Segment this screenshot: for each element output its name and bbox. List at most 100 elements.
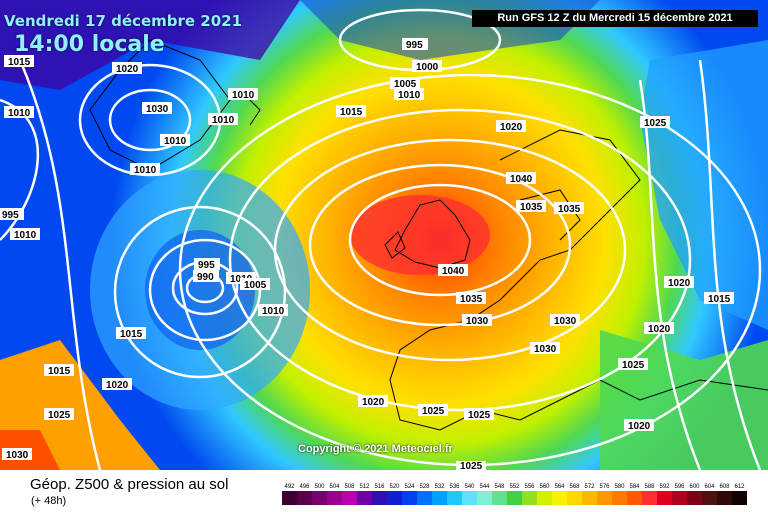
scale-swatch (372, 491, 387, 505)
scale-swatch (297, 491, 312, 505)
scale-tick-label: 568 (569, 484, 580, 490)
scale-tick-label: 588 (644, 484, 655, 490)
legend-subtitle: (+ 48h) (31, 495, 67, 507)
isobar-label: 1020 (106, 380, 129, 391)
isobar-label: 1030 (466, 316, 489, 327)
scale-swatch (537, 491, 552, 505)
isobar-label: 1020 (116, 64, 139, 75)
scale-tick-label: 556 (524, 484, 535, 490)
scale-swatch (312, 491, 327, 505)
scale-swatch (702, 491, 717, 505)
scale-tick-label: 584 (629, 484, 640, 490)
scale-tick-label: 596 (674, 484, 685, 490)
scale-swatch (567, 491, 582, 505)
scale-swatch (627, 491, 642, 505)
isobar-label: 1015 (48, 366, 71, 377)
scale-tick-label: 604 (704, 484, 715, 490)
scale-tick-label: 552 (509, 484, 520, 490)
scale-tick-label: 560 (539, 484, 550, 490)
scale-tick-label: 572 (584, 484, 595, 490)
isobar-label: 1010 (164, 136, 187, 147)
isobar-label: 1030 (6, 450, 29, 461)
isobar-label: 1015 (8, 57, 31, 68)
isobar-label: 1025 (460, 461, 483, 470)
scale-swatch (687, 491, 702, 505)
isobar-label: 995 (2, 210, 19, 221)
scale-tick-label: 504 (329, 484, 340, 490)
scale-swatch (327, 491, 342, 505)
copyright: Copyright © 2021 Meteociel.fr (298, 443, 453, 455)
scale-swatch (507, 491, 522, 505)
scale-tick-label: 548 (494, 484, 505, 490)
geopotential-map: 1015 1020 995 1000 1005 1010 1015 1020 1… (0, 0, 768, 470)
isobar-label: 1010 (212, 115, 235, 126)
scale-swatch (402, 491, 417, 505)
isobar-label: 990 (197, 272, 214, 283)
isobar-label: 1015 (120, 329, 143, 340)
isobar-label: 1025 (468, 410, 491, 421)
scale-tick-label: 512 (359, 484, 370, 490)
isobar-labels: 1015 1020 995 1000 1005 1010 1015 1020 1… (0, 38, 734, 470)
isobar-label: 995 (198, 260, 215, 271)
scale-tick-label: 492 (284, 484, 295, 490)
scale-swatch (717, 491, 732, 505)
scale-swatch (447, 491, 462, 505)
forecast-time: 14:00 locale (14, 32, 165, 57)
isobar-label: 1010 (232, 90, 255, 101)
isobar-label: 1025 (644, 118, 667, 129)
isobar-label: 1020 (362, 397, 385, 408)
run-label: Run GFS 12 Z du Mercredi 15 décembre 202… (472, 10, 758, 27)
scale-tick-label: 608 (719, 484, 730, 490)
isobar-label: 1040 (442, 266, 465, 277)
scale-swatch (612, 491, 627, 505)
isobar-label: 1000 (416, 62, 439, 73)
scale-tick-label: 536 (449, 484, 460, 490)
isobar-label: 995 (406, 40, 423, 51)
isobar-label: 1010 (14, 230, 37, 241)
scale-swatch (357, 491, 372, 505)
isobar-label: 1025 (622, 360, 645, 371)
scale-swatch (477, 491, 492, 505)
isobar-label: 1020 (500, 122, 523, 133)
color-scale: 492 496 500 504 508 512 516 520 524 528 532 536 540 5… (282, 480, 752, 512)
east-cold-patch (640, 40, 768, 330)
scale-tick-label: 496 (299, 484, 310, 490)
isobar-label: 1010 (134, 165, 157, 176)
scale-swatch (462, 491, 477, 505)
scale-tick-label: 580 (614, 484, 625, 490)
scale-tick-label: 576 (599, 484, 610, 490)
scale-swatch (282, 491, 297, 505)
isobar-label: 1030 (554, 316, 577, 327)
scale-tick-label: 600 (689, 484, 700, 490)
isobar-label: 1040 (510, 174, 533, 185)
scale-swatch (522, 491, 537, 505)
scale-tick-label: 500 (314, 484, 325, 490)
isobar-label: 1030 (146, 104, 169, 115)
scale-swatch (492, 491, 507, 505)
scale-swatch (642, 491, 657, 505)
scale-tick-label: 544 (479, 484, 490, 490)
scale-tick-label: 532 (434, 484, 445, 490)
isobar-label: 1020 (648, 324, 671, 335)
scale-swatch (597, 491, 612, 505)
scale-tick-label: 524 (404, 484, 415, 490)
scale-tick-label: 564 (554, 484, 565, 490)
isobar-label: 1015 (340, 107, 363, 118)
isobar-label: 1025 (48, 410, 71, 421)
scale-swatch (657, 491, 672, 505)
scale-swatch (672, 491, 687, 505)
scale-tick-label: 612 (734, 484, 745, 490)
isobar-label: 1010 (262, 306, 285, 317)
scale-tick-label: 592 (659, 484, 670, 490)
scale-tick-label: 540 (464, 484, 475, 490)
scale-tick-label: 508 (344, 484, 355, 490)
upper-low-patch (0, 0, 300, 90)
isobar-label: 1035 (520, 202, 543, 213)
isobar-label: 1035 (460, 294, 483, 305)
isobar-label: 1015 (708, 294, 731, 305)
isobar-label: 1020 (668, 278, 691, 289)
isobar-label: 1010 (398, 90, 421, 101)
legend-title: Géop. Z500 & pression au sol (30, 476, 229, 493)
isobar-label: 1020 (628, 421, 651, 432)
scale-tick-label: 516 (374, 484, 385, 490)
